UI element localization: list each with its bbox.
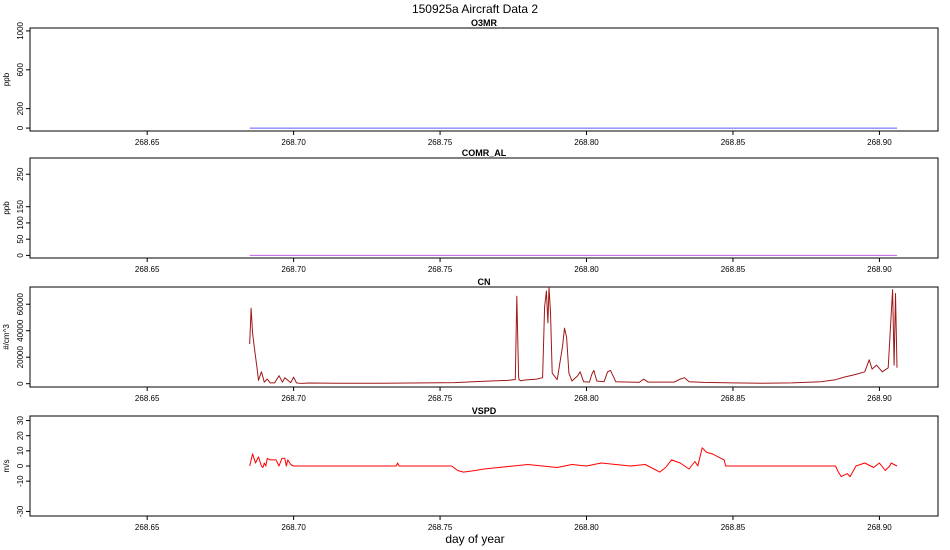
y-axis-label: ppb bbox=[2, 72, 11, 86]
x-tick-label: 268.75 bbox=[428, 394, 453, 403]
panel-0: O3MR ppb 268.65 268.70 268.75 268.80 268.85 268… bbox=[2, 18, 939, 147]
x-axis-label: day of year bbox=[445, 532, 504, 546]
x-tick-label: 268.80 bbox=[574, 523, 599, 532]
x-tick-label: 268.90 bbox=[867, 523, 892, 532]
y-tick-label: 10 bbox=[16, 446, 25, 455]
panel-2: CN #/cm^3 268.65 268.70 268.75 268.80 268.85 26… bbox=[2, 277, 939, 403]
x-tick-label: 268.70 bbox=[281, 265, 306, 274]
plot-frame bbox=[29, 27, 939, 132]
panel-title: O3MR bbox=[471, 18, 498, 28]
panel-title: COMR_AL bbox=[462, 148, 507, 158]
x-tick-label: 268.90 bbox=[867, 138, 892, 147]
x-tick-label: 268.75 bbox=[428, 523, 453, 532]
y-tick-label: 60000 bbox=[16, 293, 25, 316]
y-axis-label: m/s bbox=[2, 460, 11, 473]
y-tick-label: -10 bbox=[16, 475, 25, 487]
y-tick-label: 600 bbox=[16, 63, 25, 77]
y-tick-label: 20000 bbox=[16, 346, 25, 369]
panel-title: VSPD bbox=[472, 406, 497, 416]
y-tick-label: 250 bbox=[16, 167, 25, 181]
series-line-vspd bbox=[249, 447, 898, 478]
x-tick-label: 268.65 bbox=[135, 138, 160, 147]
y-tick-label: 20 bbox=[16, 431, 25, 440]
y-axis-label: #/cm^3 bbox=[2, 324, 11, 350]
panel-3: VSPD m/s 268.65 268.70 268.75 268.80 268.85 268… bbox=[2, 406, 939, 532]
panel-title: CN bbox=[478, 277, 491, 287]
y-tick-label: 200 bbox=[16, 101, 25, 115]
x-tick-label: 268.70 bbox=[281, 138, 306, 147]
panels: O3MR ppb 268.65 268.70 268.75 268.80 268.85 268… bbox=[2, 18, 939, 532]
plot-frame bbox=[29, 286, 939, 388]
x-tick-label: 268.80 bbox=[574, 138, 599, 147]
x-tick-label: 268.80 bbox=[574, 265, 599, 274]
x-tick-label: 268.90 bbox=[867, 394, 892, 403]
y-tick-label: 40000 bbox=[16, 319, 25, 342]
y-tick-label: 100 bbox=[16, 216, 25, 230]
figure-title: 150925a Aircraft Data 2 bbox=[412, 2, 538, 16]
x-tick-label: 268.90 bbox=[867, 265, 892, 274]
x-tick-label: 268.65 bbox=[135, 265, 160, 274]
y-tick-label: 0 bbox=[16, 463, 25, 468]
y-tick-label: 30 bbox=[16, 416, 25, 425]
x-tick-label: 268.65 bbox=[135, 394, 160, 403]
x-tick-label: 268.65 bbox=[135, 523, 160, 532]
y-tick-label: 50 bbox=[16, 234, 25, 243]
x-tick-label: 268.75 bbox=[428, 265, 453, 274]
x-tick-label: 268.70 bbox=[281, 394, 306, 403]
plot-frame bbox=[29, 157, 939, 259]
x-tick-label: 268.75 bbox=[428, 138, 453, 147]
x-tick-label: 268.85 bbox=[721, 138, 746, 147]
x-tick-label: 268.85 bbox=[721, 523, 746, 532]
x-tick-label: 268.85 bbox=[721, 265, 746, 274]
y-tick-label: 0 bbox=[16, 125, 25, 130]
y-axis-label: ppb bbox=[2, 201, 11, 215]
y-tick-label: 0 bbox=[16, 381, 25, 386]
y-tick-label: -30 bbox=[16, 505, 25, 517]
y-tick-label: 0 bbox=[16, 253, 25, 258]
x-tick-label: 268.80 bbox=[574, 394, 599, 403]
x-tick-label: 268.85 bbox=[721, 394, 746, 403]
y-tick-label: 1000 bbox=[16, 21, 25, 39]
x-tick-label: 268.70 bbox=[281, 523, 306, 532]
y-tick-label: 150 bbox=[16, 199, 25, 213]
series-line-cn bbox=[249, 286, 898, 384]
